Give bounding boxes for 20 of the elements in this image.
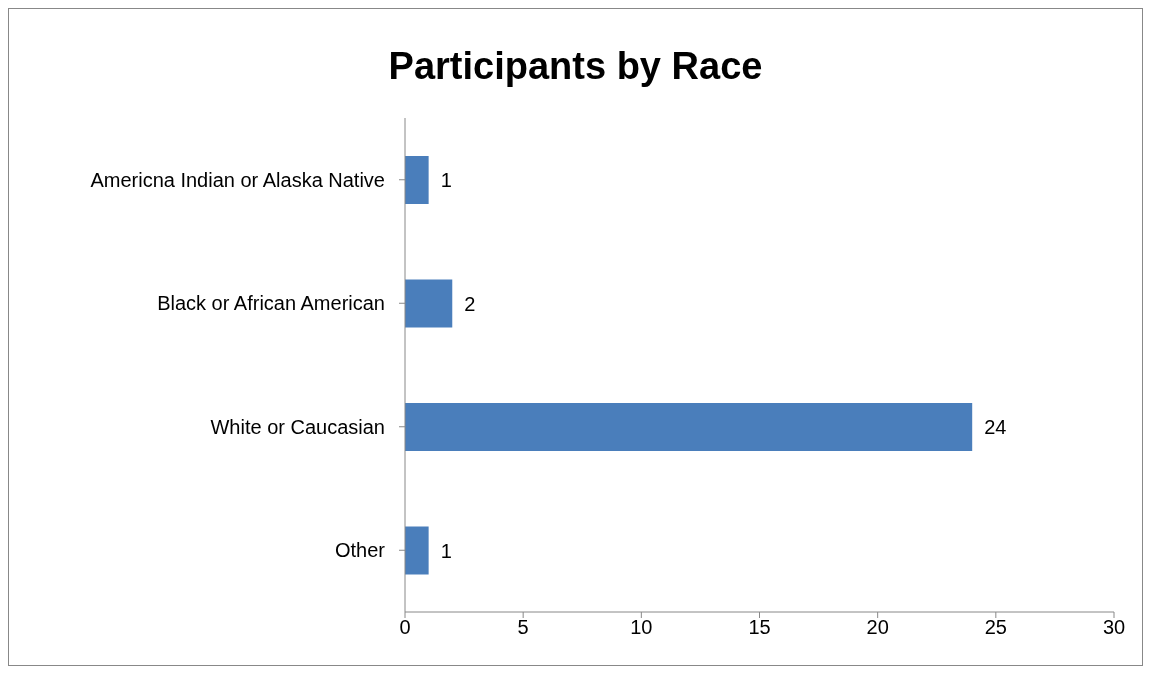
y-tick-label: Other — [334, 539, 386, 562]
x-tick-label: 0 — [399, 616, 411, 639]
y-tick-label: White or Caucasian — [210, 415, 385, 438]
data-label: 2 — [464, 292, 476, 315]
chart-title: Participants by Race — [387, 45, 764, 88]
x-tick-label: 30 — [1102, 616, 1126, 639]
data-label: 24 — [984, 416, 1007, 439]
data-label: 1 — [440, 169, 452, 192]
bar — [405, 279, 453, 328]
y-tick-label: Americna Indian or Alaska Native — [90, 168, 385, 191]
x-tick-label: 20 — [866, 616, 889, 639]
x-tick-label: 15 — [748, 616, 771, 639]
bar — [405, 526, 429, 575]
data-label: 1 — [440, 539, 452, 562]
bar — [405, 156, 429, 204]
y-tick-label: Black or African American — [157, 292, 385, 315]
x-tick-label: 25 — [984, 616, 1007, 639]
bar — [405, 403, 973, 451]
x-tick-label: 5 — [517, 616, 529, 639]
x-tick-label: 10 — [630, 616, 653, 639]
